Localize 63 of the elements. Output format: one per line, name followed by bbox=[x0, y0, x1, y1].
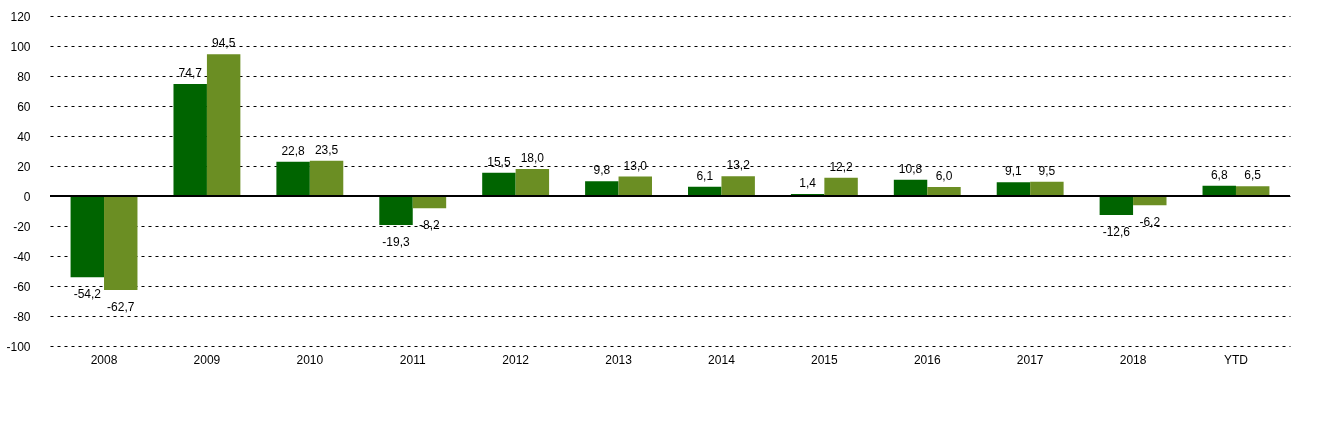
y-tick-label: 80 bbox=[17, 69, 31, 84]
y-tick-label: 20 bbox=[17, 159, 31, 174]
bar bbox=[1235, 186, 1270, 196]
data-label: -12,6 bbox=[1102, 224, 1131, 239]
y-tick-label: 60 bbox=[17, 99, 31, 114]
x-tick-label: 2012 bbox=[502, 352, 530, 367]
data-label: 9,5 bbox=[1038, 163, 1056, 178]
data-label: 15,5 bbox=[487, 154, 511, 169]
data-label: 6,8 bbox=[1210, 167, 1228, 182]
bar bbox=[482, 172, 516, 196]
bar bbox=[721, 176, 755, 196]
bar bbox=[206, 54, 241, 196]
y-tick-label: -80 bbox=[13, 309, 31, 324]
y-tick-label: -20 bbox=[13, 219, 31, 234]
data-label: -6,2 bbox=[1139, 215, 1161, 230]
bar bbox=[104, 196, 138, 291]
x-tick-label: 2009 bbox=[193, 352, 221, 367]
data-label: -19,3 bbox=[382, 234, 411, 249]
data-label: 94,5 bbox=[211, 36, 236, 51]
y-tick-label: 40 bbox=[17, 129, 31, 144]
data-label: 23,5 bbox=[314, 142, 339, 157]
data-label: 6,1 bbox=[696, 168, 714, 183]
data-label: -54,2 bbox=[73, 287, 102, 302]
y-tick-label: -40 bbox=[13, 249, 31, 264]
bar bbox=[1099, 196, 1134, 215]
data-label: 6,0 bbox=[935, 169, 953, 183]
bar bbox=[309, 160, 344, 196]
bar bbox=[996, 182, 1031, 196]
x-tick-label: 2008 bbox=[90, 352, 118, 367]
bar bbox=[1030, 181, 1064, 196]
data-label: 10,8 bbox=[898, 161, 923, 176]
data-label: 12,2 bbox=[829, 159, 854, 174]
bar bbox=[379, 196, 413, 225]
y-tick-label: 0 bbox=[23, 189, 31, 204]
data-label: 1,4 bbox=[799, 175, 817, 190]
bar bbox=[585, 181, 619, 196]
data-label: 74,7 bbox=[178, 65, 203, 80]
bar bbox=[515, 169, 550, 196]
data-label: 13,0 bbox=[623, 158, 648, 173]
x-tick-label: YTD bbox=[1223, 352, 1249, 367]
data-label: -8,2 bbox=[419, 218, 441, 233]
bar bbox=[173, 83, 207, 196]
x-tick-label: 2015 bbox=[811, 352, 839, 367]
data-label: -62,7 bbox=[107, 300, 135, 315]
bar bbox=[276, 161, 310, 196]
data-label: 22,8 bbox=[281, 143, 306, 158]
y-tick-label: 100 bbox=[10, 39, 31, 54]
x-tick-label: 2018 bbox=[1119, 352, 1147, 367]
bar bbox=[70, 196, 105, 278]
y-tick-label: 120 bbox=[10, 9, 31, 24]
data-label: 6,5 bbox=[1244, 168, 1262, 183]
data-label: 18,0 bbox=[520, 151, 545, 165]
bar bbox=[618, 176, 652, 196]
x-tick-label: 2011 bbox=[399, 352, 426, 367]
y-tick-label: -60 bbox=[13, 279, 31, 294]
x-tick-label: 2014 bbox=[708, 352, 736, 367]
x-tick-label: 2016 bbox=[913, 352, 941, 367]
bar bbox=[824, 177, 858, 196]
y-tick-label: -100 bbox=[6, 339, 31, 354]
x-tick-label: 2010 bbox=[296, 352, 324, 367]
x-tick-label: 2017 bbox=[1016, 352, 1044, 367]
bar bbox=[893, 179, 928, 196]
x-tick-label: 2013 bbox=[605, 352, 633, 367]
